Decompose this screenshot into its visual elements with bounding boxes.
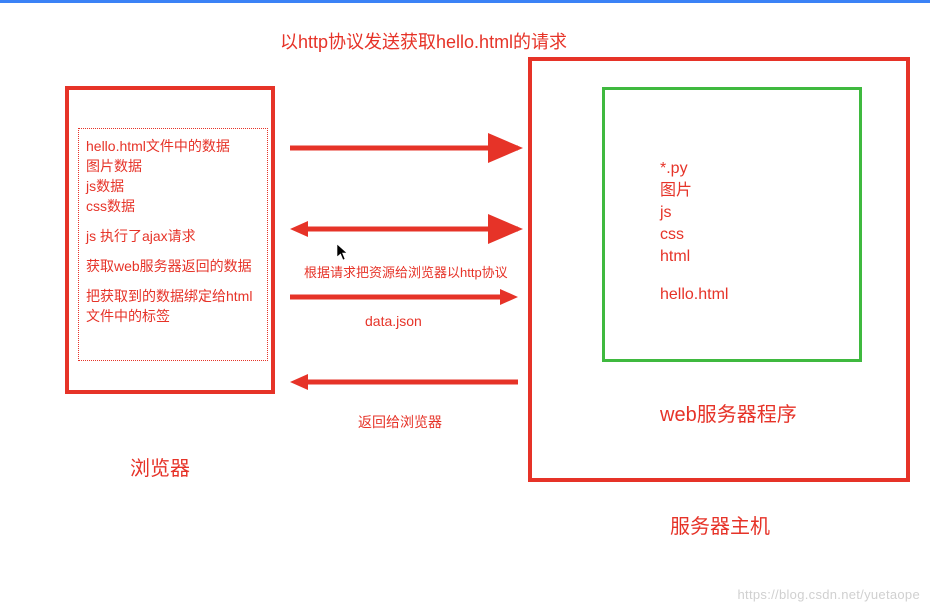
watermark: https://blog.csdn.net/yuetaope <box>738 587 920 602</box>
arrow-request-svg <box>0 0 930 608</box>
arrow4-label: 返回给浏览器 <box>358 412 442 432</box>
cursor-icon <box>336 243 350 266</box>
arrow2-label: 根据请求把资源给浏览器以http协议 <box>304 262 508 281</box>
arrow3-label: data.json <box>365 313 422 329</box>
